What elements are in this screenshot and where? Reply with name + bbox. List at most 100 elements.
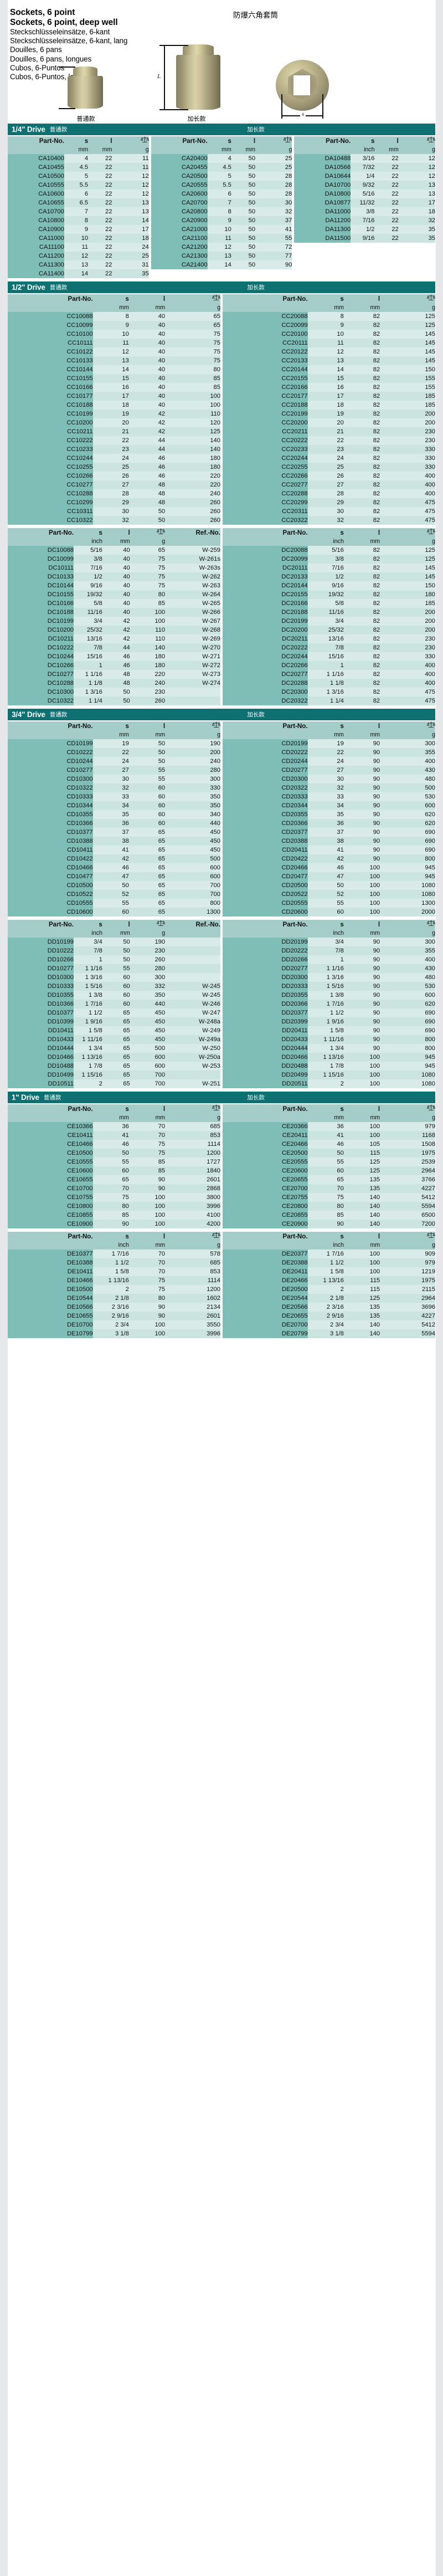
- table-row[interactable]: DA10566 7/32 22 12: [294, 163, 436, 172]
- table-row[interactable]: DD10433 1 11/16 65 450 W-249a: [8, 1035, 220, 1044]
- table-row[interactable]: DE10500 2 75 1200: [8, 1285, 220, 1294]
- table-row[interactable]: CE10700 70 90 2868: [8, 1184, 220, 1193]
- table-row[interactable]: DD20511 2 100 1080: [223, 1079, 435, 1088]
- table-row[interactable]: CA10800 8 22 14: [8, 216, 149, 225]
- table-row[interactable]: CA10555 5.5 22 12: [8, 181, 149, 190]
- table-row[interactable]: CC20233 23 82 330: [223, 445, 435, 454]
- table-row[interactable]: DD10300 1 3/16 60 300: [8, 973, 220, 982]
- table-row[interactable]: CD20199 19 90 300: [223, 739, 435, 748]
- table-row[interactable]: DE20544 2 1/8 125 2964: [223, 1294, 435, 1303]
- table-row[interactable]: CE10755 75 100 3800: [8, 1193, 220, 1202]
- table-row[interactable]: CE10500 50 75 1200: [8, 1149, 220, 1158]
- table-row[interactable]: CE20655 65 135 3766: [223, 1175, 435, 1184]
- table-row[interactable]: CD20411 41 90 690: [223, 846, 435, 854]
- table-row[interactable]: DD10222 7/8 50 230: [8, 946, 220, 955]
- table-row[interactable]: CD20322 32 90 500: [223, 783, 435, 792]
- table-row[interactable]: DC20277 1 1/16 82 400: [223, 670, 435, 679]
- table-row[interactable]: CE10855 85 100 4100: [8, 1211, 220, 1220]
- table-row[interactable]: CD10366 36 60 440: [8, 819, 220, 828]
- table-row[interactable]: CC20155 15 82 155: [223, 374, 435, 383]
- table-row[interactable]: DA11200 7/16 22 32: [294, 216, 436, 225]
- table-row[interactable]: CC20111 11 82 145: [223, 339, 435, 347]
- table-row[interactable]: DC10133 1/2 40 75 W-262: [8, 572, 220, 581]
- table-row[interactable]: CD10600 60 65 1300: [8, 908, 220, 916]
- table-row[interactable]: CE10366 36 70 685: [8, 1122, 220, 1131]
- table-row[interactable]: CA11000 10 22 18: [8, 234, 149, 243]
- table-row[interactable]: CC10266 26 46 220: [8, 472, 220, 480]
- table-row[interactable]: CC10277 27 48 220: [8, 480, 220, 489]
- table-row[interactable]: CC20100 10 82 145: [223, 330, 435, 339]
- table-row[interactable]: DD10466 1 13/16 65 600 W-250a: [8, 1053, 220, 1062]
- table-row[interactable]: CC10144 14 40 80: [8, 365, 220, 374]
- table-row[interactable]: DC20166 5/8 82 185: [223, 599, 435, 608]
- table-row[interactable]: CE10900 90 100 4200: [8, 1220, 220, 1228]
- table-row[interactable]: CE10411 41 70 853: [8, 1131, 220, 1140]
- table-row[interactable]: CD20222 22 90 355: [223, 748, 435, 757]
- table-row[interactable]: DE20566 2 3/16 135 3696: [223, 1303, 435, 1312]
- table-row[interactable]: CE10466 46 75 1114: [8, 1140, 220, 1149]
- table-row[interactable]: CD10300 30 55 300: [8, 775, 220, 783]
- table-row[interactable]: DE20700 2 3/4 140 5412: [223, 1320, 435, 1329]
- table-row[interactable]: CE10600 60 85 1840: [8, 1166, 220, 1175]
- table-row[interactable]: DD20444 1 3/4 90 800: [223, 1044, 435, 1053]
- table-row[interactable]: CE20600 60 125 2964: [223, 1166, 435, 1175]
- table-row[interactable]: CD10466 46 65 600: [8, 863, 220, 872]
- table-row[interactable]: CD20300 30 90 480: [223, 775, 435, 783]
- table-row[interactable]: CE20700 70 135 4227: [223, 1184, 435, 1193]
- table-row[interactable]: CD10411 41 65 450: [8, 846, 220, 854]
- table-row[interactable]: CC10222 22 44 140: [8, 436, 220, 445]
- table-row[interactable]: DD10333 1 5/16 60 332 W-245: [8, 982, 220, 991]
- table-row[interactable]: DC10111 7/16 40 75 W-263s: [8, 564, 220, 572]
- table-row[interactable]: DC20300 1 3/16 82 475: [223, 688, 435, 697]
- table-row[interactable]: CA10600 6 22 12: [8, 190, 149, 198]
- table-row[interactable]: DE10655 2 9/16 90 2601: [8, 1312, 220, 1320]
- table-row[interactable]: DD20399 1 9/16 90 690: [223, 1017, 435, 1026]
- table-row[interactable]: DD10377 1 1/2 65 450 W-247: [8, 1008, 220, 1017]
- table-row[interactable]: DC20088 5/16 82 125: [223, 546, 435, 555]
- table-row[interactable]: CD10277 27 55 280: [8, 766, 220, 775]
- table-row[interactable]: DC20199 3/4 82 200: [223, 617, 435, 626]
- table-row[interactable]: CC10111 11 40 75: [8, 339, 220, 347]
- table-row[interactable]: CA21300 13 50 77: [151, 252, 292, 260]
- table-row[interactable]: DD20277 1 1/16 90 430: [223, 964, 435, 973]
- table-row[interactable]: DC10322 1 1/4 50 260: [8, 697, 220, 705]
- table-row[interactable]: DA10800 5/16 22 13: [294, 190, 436, 198]
- table-row[interactable]: CD20244 24 90 400: [223, 757, 435, 766]
- table-row[interactable]: DD10355 1 3/8 60 350 W-245: [8, 991, 220, 1000]
- table-row[interactable]: CD10377 37 65 450: [8, 828, 220, 837]
- table-row[interactable]: CE20555 55 125 2539: [223, 1158, 435, 1166]
- table-row[interactable]: DE20500 2 115 2115: [223, 1285, 435, 1294]
- table-row[interactable]: CC20122 12 82 145: [223, 347, 435, 356]
- table-row[interactable]: CC10166 16 40 85: [8, 383, 220, 392]
- table-row[interactable]: CC10200 20 42 120: [8, 418, 220, 427]
- table-row[interactable]: DE10544 2 1/8 80 1602: [8, 1294, 220, 1303]
- table-row[interactable]: CD10500 50 65 700: [8, 881, 220, 890]
- table-row[interactable]: CC10099 9 40 65: [8, 321, 220, 330]
- table-row[interactable]: CD10322 32 60 330: [8, 783, 220, 792]
- table-row[interactable]: CE20800 80 140 5594: [223, 1202, 435, 1211]
- table-row[interactable]: CC20166 16 82 155: [223, 383, 435, 392]
- table-row[interactable]: CD10355 35 60 340: [8, 810, 220, 819]
- table-row[interactable]: CD10344 34 60 350: [8, 801, 220, 810]
- table-row[interactable]: CD10388 38 65 450: [8, 837, 220, 846]
- table-row[interactable]: DC10222 7/8 44 140 W-270: [8, 643, 220, 652]
- table-row[interactable]: CA20700 7 50 30: [151, 198, 292, 207]
- table-row[interactable]: DC20155 19/32 82 180: [223, 590, 435, 599]
- table-row[interactable]: CA21400 14 50 90: [151, 260, 292, 269]
- table-row[interactable]: DC20133 1/2 82 145: [223, 572, 435, 581]
- table-row[interactable]: CA20900 9 50 37: [151, 216, 292, 225]
- table-row[interactable]: DE10411 1 5/8 70 853: [8, 1267, 220, 1276]
- table-row[interactable]: DC20211 13/16 82 230: [223, 634, 435, 643]
- table-row[interactable]: CC20277 27 82 400: [223, 480, 435, 489]
- table-row[interactable]: DD20199 3/4 90 300: [223, 938, 435, 946]
- table-row[interactable]: DC10088 5/16 40 65 W-259: [8, 546, 220, 555]
- table-row[interactable]: CD20422 42 90 800: [223, 854, 435, 863]
- table-row[interactable]: CC10100 10 40 75: [8, 330, 220, 339]
- table-row[interactable]: DD20222 7/8 90 355: [223, 946, 435, 955]
- table-row[interactable]: CA11200 12 22 25: [8, 252, 149, 260]
- table-row[interactable]: DA10644 1/4 22 12: [294, 172, 436, 181]
- table-row[interactable]: DA10700 9/32 22 13: [294, 181, 436, 190]
- table-row[interactable]: DD10499 1 15/16 65 700: [8, 1071, 220, 1079]
- table-row[interactable]: CD10555 55 65 800: [8, 899, 220, 908]
- table-row[interactable]: DD20377 1 1/2 90 690: [223, 1008, 435, 1017]
